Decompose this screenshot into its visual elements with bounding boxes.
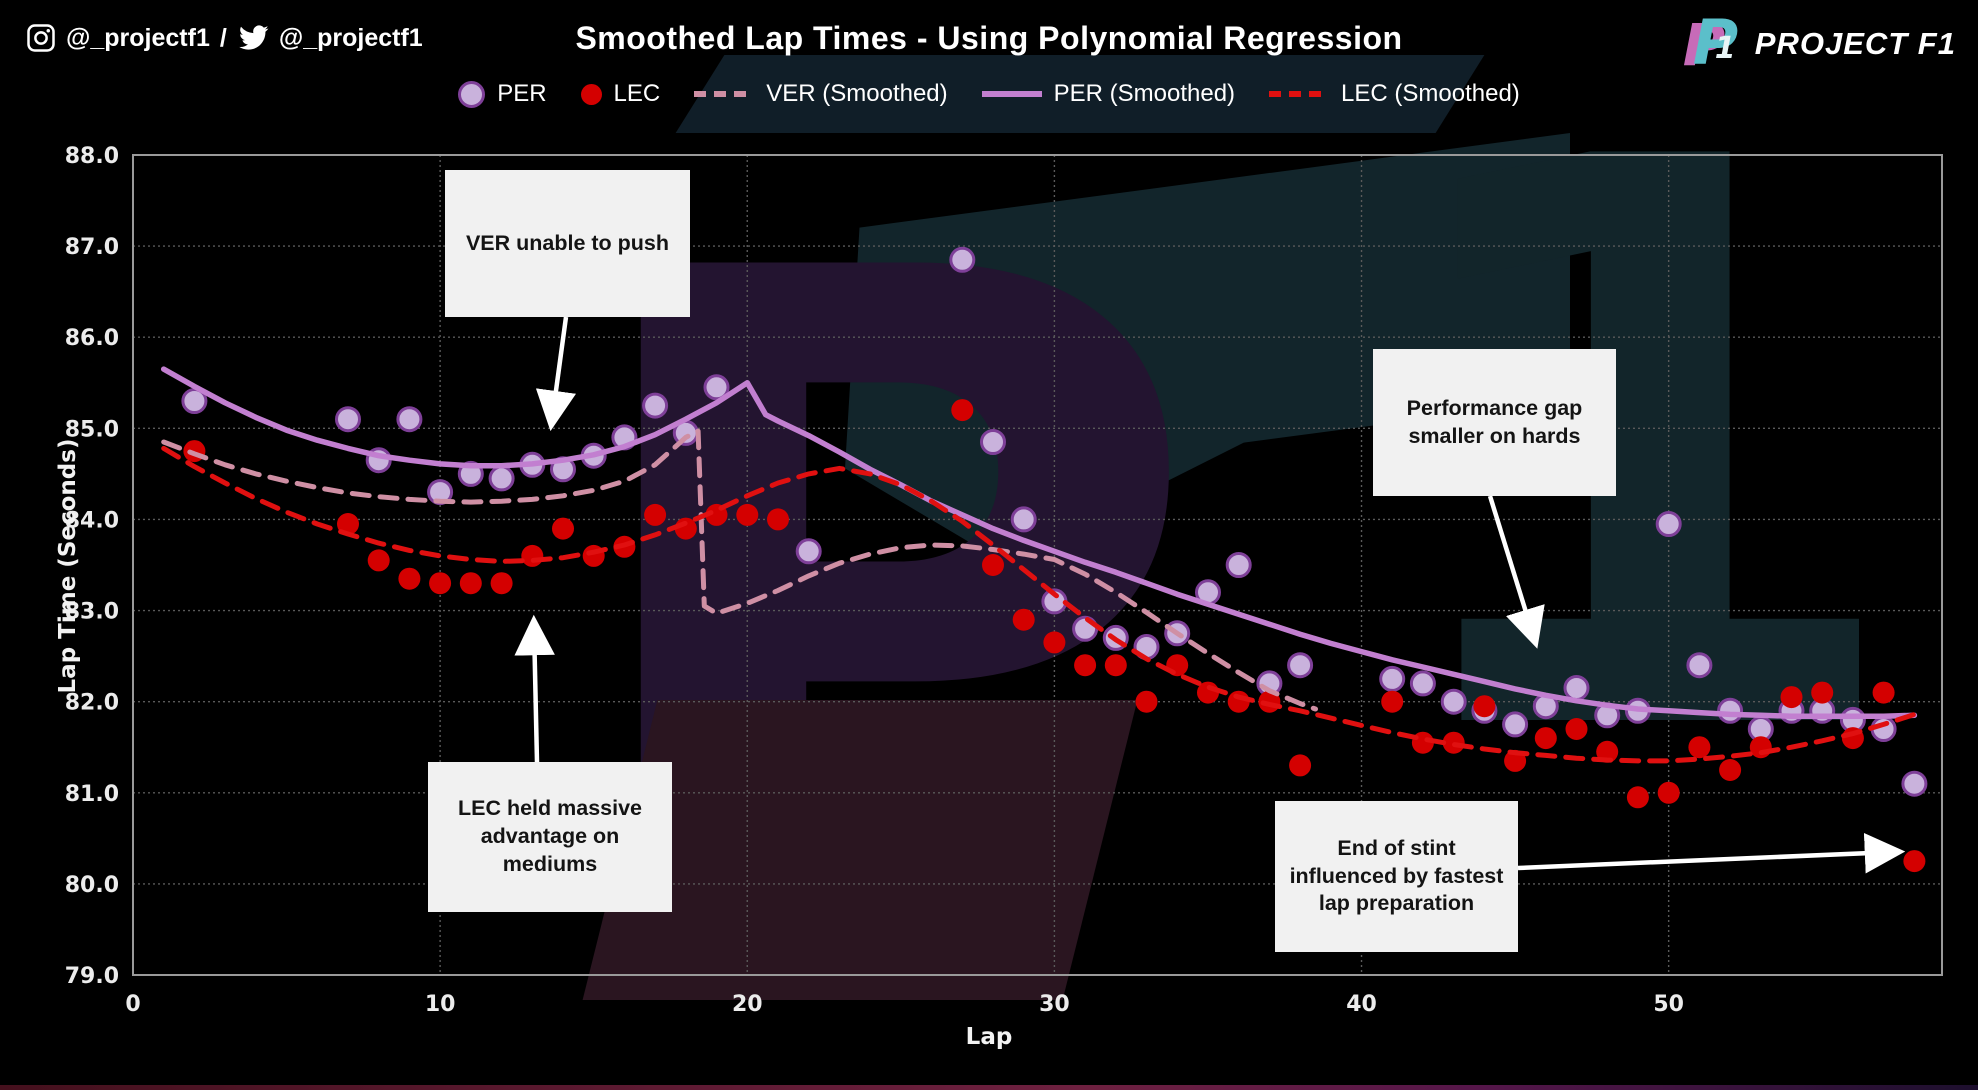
handle-separator: / — [219, 23, 227, 52]
svg-text:82.0: 82.0 — [65, 691, 119, 716]
svg-text:87.0: 87.0 — [65, 235, 119, 260]
lec-dashed-marker — [1269, 91, 1330, 97]
series-per-smoothed- — [160, 366, 1918, 719]
per-dot-marker — [458, 80, 486, 108]
legend-item-per: PER — [458, 80, 547, 108]
svg-text:10: 10 — [425, 992, 456, 1017]
legend-item-ver-smoothed: VER (Smoothed) — [694, 80, 948, 108]
twitter-icon — [237, 22, 269, 54]
legend-item-lec-smoothed: LEC (Smoothed) — [1269, 80, 1520, 108]
svg-text:50: 50 — [1653, 992, 1684, 1017]
bottom-accent-strip — [0, 1085, 1978, 1090]
lec-dot-marker — [580, 83, 602, 105]
svg-text:84.0: 84.0 — [65, 508, 119, 533]
legend-item-lec: LEC — [580, 80, 661, 108]
svg-text:88.0: 88.0 — [65, 144, 119, 169]
annotation-gap-smaller-hards: Performance gap smaller on hards — [1373, 349, 1616, 496]
instagram-icon — [26, 23, 56, 53]
legend-label: LEC — [613, 80, 661, 107]
ver-dashed-marker — [694, 91, 755, 97]
plot-frame — [132, 154, 1943, 976]
svg-text:30: 30 — [1039, 992, 1070, 1017]
series-ver-smoothed- — [161, 428, 1318, 712]
twitter-handle[interactable]: @_projectf1 — [278, 23, 423, 52]
legend-label: PER — [497, 80, 547, 107]
svg-text:79.0: 79.0 — [65, 964, 119, 989]
svg-text:0: 0 — [125, 992, 140, 1017]
svg-text:85.0: 85.0 — [65, 417, 119, 442]
annotation-end-of-stint: End of stint influenced by fastest lap p… — [1275, 801, 1518, 952]
chart-legend: PER LEC VER (Smoothed) PER (Smoothed) LE… — [0, 80, 1978, 108]
series-lec-smoothed- — [161, 445, 1917, 764]
per-solid-marker — [981, 91, 1042, 97]
legend-label: LEC (Smoothed) — [1341, 80, 1520, 107]
svg-text:80.0: 80.0 — [65, 873, 119, 898]
svg-text:83.0: 83.0 — [65, 600, 119, 625]
svg-text:20: 20 — [732, 992, 763, 1017]
brand-name: PROJECT F1 — [1754, 26, 1956, 61]
svg-text:81.0: 81.0 — [65, 782, 119, 807]
tick-labels: 88.0 87.0 86.0 85.0 84.0 83.0 82.0 81.0 80.0 79.0… — [65, 144, 1684, 1017]
page-title: Smoothed Lap Times - Using Polynomial Re… — [575, 20, 1403, 56]
svg-text:86.0: 86.0 — [65, 326, 119, 351]
series-lec — [183, 399, 1926, 873]
x-axis-title: Lap — [965, 1024, 1013, 1050]
legend-item-per-smoothed: PER (Smoothed) — [981, 80, 1236, 108]
annotation-lec-advantage: LEC held massive advantage on mediums — [428, 762, 672, 912]
instagram-handle[interactable]: @_projectf1 — [66, 23, 210, 52]
legend-label: PER (Smoothed) — [1053, 80, 1236, 107]
social-handles: @_projectf1 / @_projectf1 — [26, 22, 423, 54]
legend-label: VER (Smoothed) — [766, 80, 948, 107]
svg-text:40: 40 — [1346, 992, 1377, 1017]
annotation-ver-unable-to-push: VER unable to push — [445, 170, 690, 317]
